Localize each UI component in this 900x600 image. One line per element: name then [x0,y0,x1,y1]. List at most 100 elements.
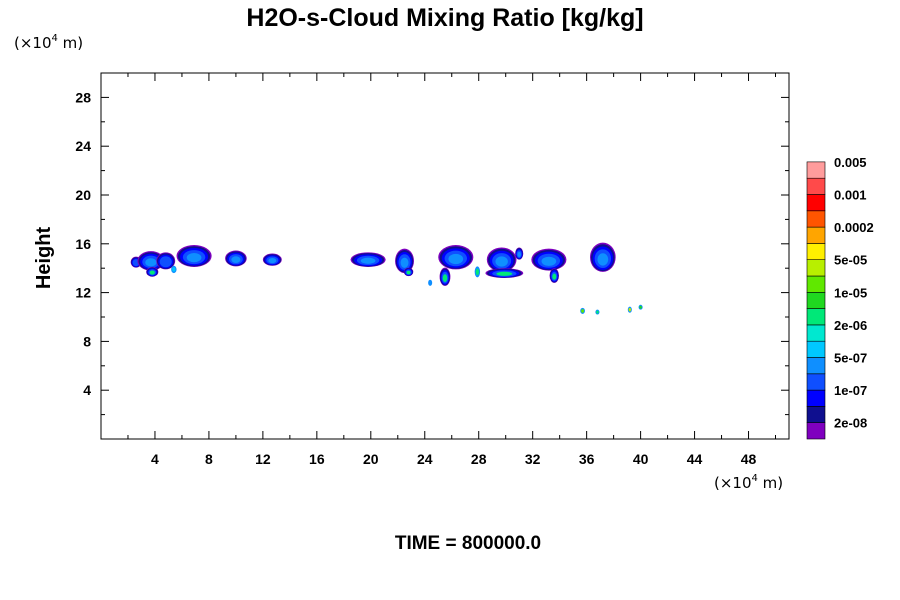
cloud-cell [627,306,632,313]
cloud-cell [225,250,247,267]
y-axis: 4 8 12 16 20 24 28 [75,72,789,416]
colorbar-swatch [806,243,826,260]
contour-core [628,307,632,312]
x-axis-unit: (×104 m) [714,473,783,492]
x-tick-label: 16 [309,451,325,467]
cloud-cell [403,267,414,277]
time-label: TIME = 800000.0 [395,533,541,554]
cloud-cell [146,266,159,277]
cloud-cell [438,245,474,270]
colorbar-label: 2e-06 [834,318,867,333]
cloud-cell [395,248,414,274]
cloud-contours [130,242,643,315]
contour-core [231,256,241,263]
colorbar-swatch [806,422,826,440]
colorbar-swatch [806,275,826,293]
colorbar-swatch [806,291,826,309]
x-unit-suffix: m) [758,474,783,492]
cloud-cell [156,252,176,270]
x-unit-exponent: 4 [752,473,758,484]
cloud-cell [350,252,386,267]
contour-core [552,273,557,280]
colorbar-label: 1e-05 [834,285,867,300]
plot-frame [100,72,790,440]
cloud-cell [580,307,585,314]
contour-core [448,253,464,265]
contour-core [541,256,557,266]
colorbar-swatch [806,161,826,179]
x-tick-label: 44 [687,451,703,467]
cloud-cell [595,309,600,315]
contour-core [161,258,170,266]
contour-core [400,257,409,268]
colorbar-label: 2e-08 [834,416,867,431]
colorbar-label: 0.005 [834,155,867,170]
cloud-cell [549,268,559,283]
contour-core [597,253,609,266]
x-tick-label: 28 [471,451,487,467]
contour-core [639,305,642,309]
colorbar-swatch [806,194,826,212]
cloud-cell [176,245,212,267]
contour-core [442,274,448,282]
contour-core [149,270,155,275]
cloud-cell [638,304,643,310]
contour-core [172,267,176,272]
colorbar-label: 0.0002 [834,220,874,235]
y-tick-label: 20 [75,187,91,203]
contour-core [186,253,202,263]
y-tick-label: 12 [75,285,91,301]
cloud-cell [474,266,481,278]
contour-core [495,256,508,267]
contour-core [517,251,521,258]
contour-core [133,260,139,266]
colorbar-swatch [806,324,826,342]
contour-core [268,258,277,264]
y-axis-label: Height [33,227,55,290]
colorbar-swatch [806,308,826,326]
contour-core [428,281,432,285]
x-tick-label: 12 [255,451,271,467]
y-unit-exponent: 4 [52,33,58,44]
colorbar-swatch [806,373,826,391]
colorbar: 2e-08 1e-07 5e-07 2e-06 1e-05 5e-05 0.0002 0.00… [806,155,874,440]
cloud-cell [485,268,524,278]
x-tick-label: 24 [417,451,433,467]
contour-core [360,257,376,264]
x-axis: 4 8 12 16 20 24 28 32 36 40 44 48 [127,73,777,467]
colorbar-swatch [806,357,826,375]
x-tick-label: 4 [151,451,159,467]
y-tick-label: 28 [75,89,91,105]
cloud-cell [171,265,177,274]
x-tick-label: 8 [205,451,213,467]
y-tick-label: 16 [75,236,91,252]
x-tick-label: 48 [741,451,757,467]
contour-core [596,310,599,314]
x-tick-label: 36 [579,451,595,467]
cloud-cell [137,251,165,271]
cloud-cell [515,247,524,260]
cloud-cell [262,253,282,266]
colorbar-swatch [806,210,826,228]
x-tick-label: 40 [633,451,649,467]
y-tick-label: 4 [83,382,91,398]
x-tick-label: 20 [363,451,379,467]
colorbar-label: 5e-07 [834,351,867,366]
y-tick-label: 24 [75,138,91,154]
colorbar-swatch [806,259,826,277]
cloud-cell [439,267,451,286]
y-axis-unit: (×104 m) [14,33,83,52]
colorbar-swatch [806,406,826,423]
colorbar-label: 1e-07 [834,383,867,398]
cloud-cell [531,248,567,271]
chart-title: H2O-s-Cloud Mixing Ratio [kg/kg] [246,4,643,32]
x-tick-label: 32 [525,451,541,467]
colorbar-swatch [806,226,826,244]
colorbar-swatch [806,177,826,195]
contour-core [475,268,479,276]
contour-core [406,270,411,275]
cloud-cell [590,242,616,272]
contour-core [581,309,585,313]
x-unit-base: (×10 [714,474,752,492]
